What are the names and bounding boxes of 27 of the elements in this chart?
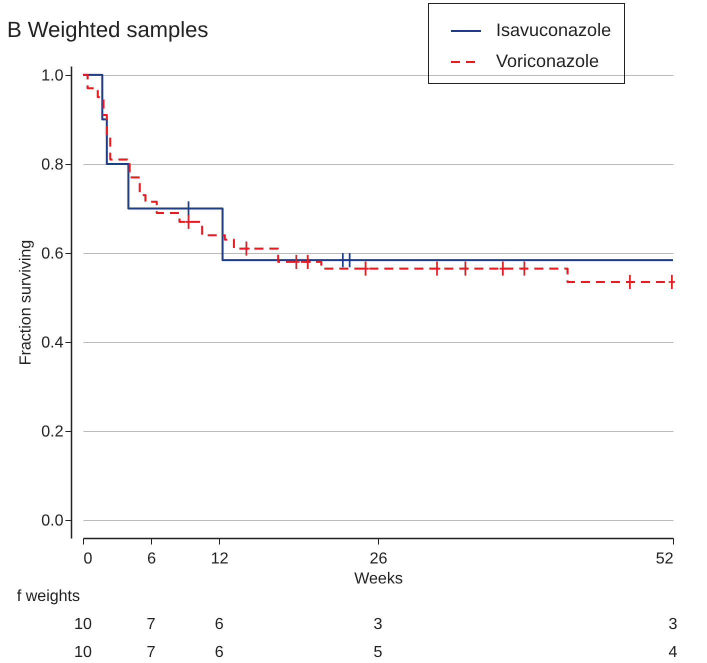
text: 7: [146, 644, 156, 661]
y-tick-label: 0.8: [41, 156, 64, 174]
text: 5: [374, 644, 383, 661]
text: f weights: [16, 588, 80, 605]
y-tick-label: 0.6: [41, 246, 64, 263]
legend-label: Voriconazole: [496, 51, 600, 71]
text: 10: [74, 644, 92, 661]
x-tick-label: 52: [656, 550, 674, 568]
text: 3: [668, 616, 678, 633]
text: 7: [146, 616, 156, 633]
text: 4: [668, 644, 678, 661]
x-tick-label: 0: [84, 550, 92, 568]
x-axis-title: Weeks: [354, 570, 403, 588]
y-tick-label: 0.4: [41, 334, 64, 352]
y-tick-label: 0.2: [41, 424, 64, 441]
x-tick-label: 26: [370, 550, 388, 568]
legend-label: Isavuconazole: [496, 20, 612, 40]
x-tick-label: 12: [210, 550, 229, 568]
text: 3: [374, 616, 383, 633]
x-tick-label: 6: [147, 550, 156, 568]
text: 6: [214, 644, 224, 661]
y-tick-label: 0.0: [41, 512, 64, 530]
y-tick-label: 1.0: [41, 67, 64, 84]
chart-title: B Weighted samples: [7, 17, 208, 42]
y-axis-title: Fraction surviving: [17, 240, 34, 366]
text: 10: [74, 616, 92, 633]
text: 6: [214, 616, 224, 633]
